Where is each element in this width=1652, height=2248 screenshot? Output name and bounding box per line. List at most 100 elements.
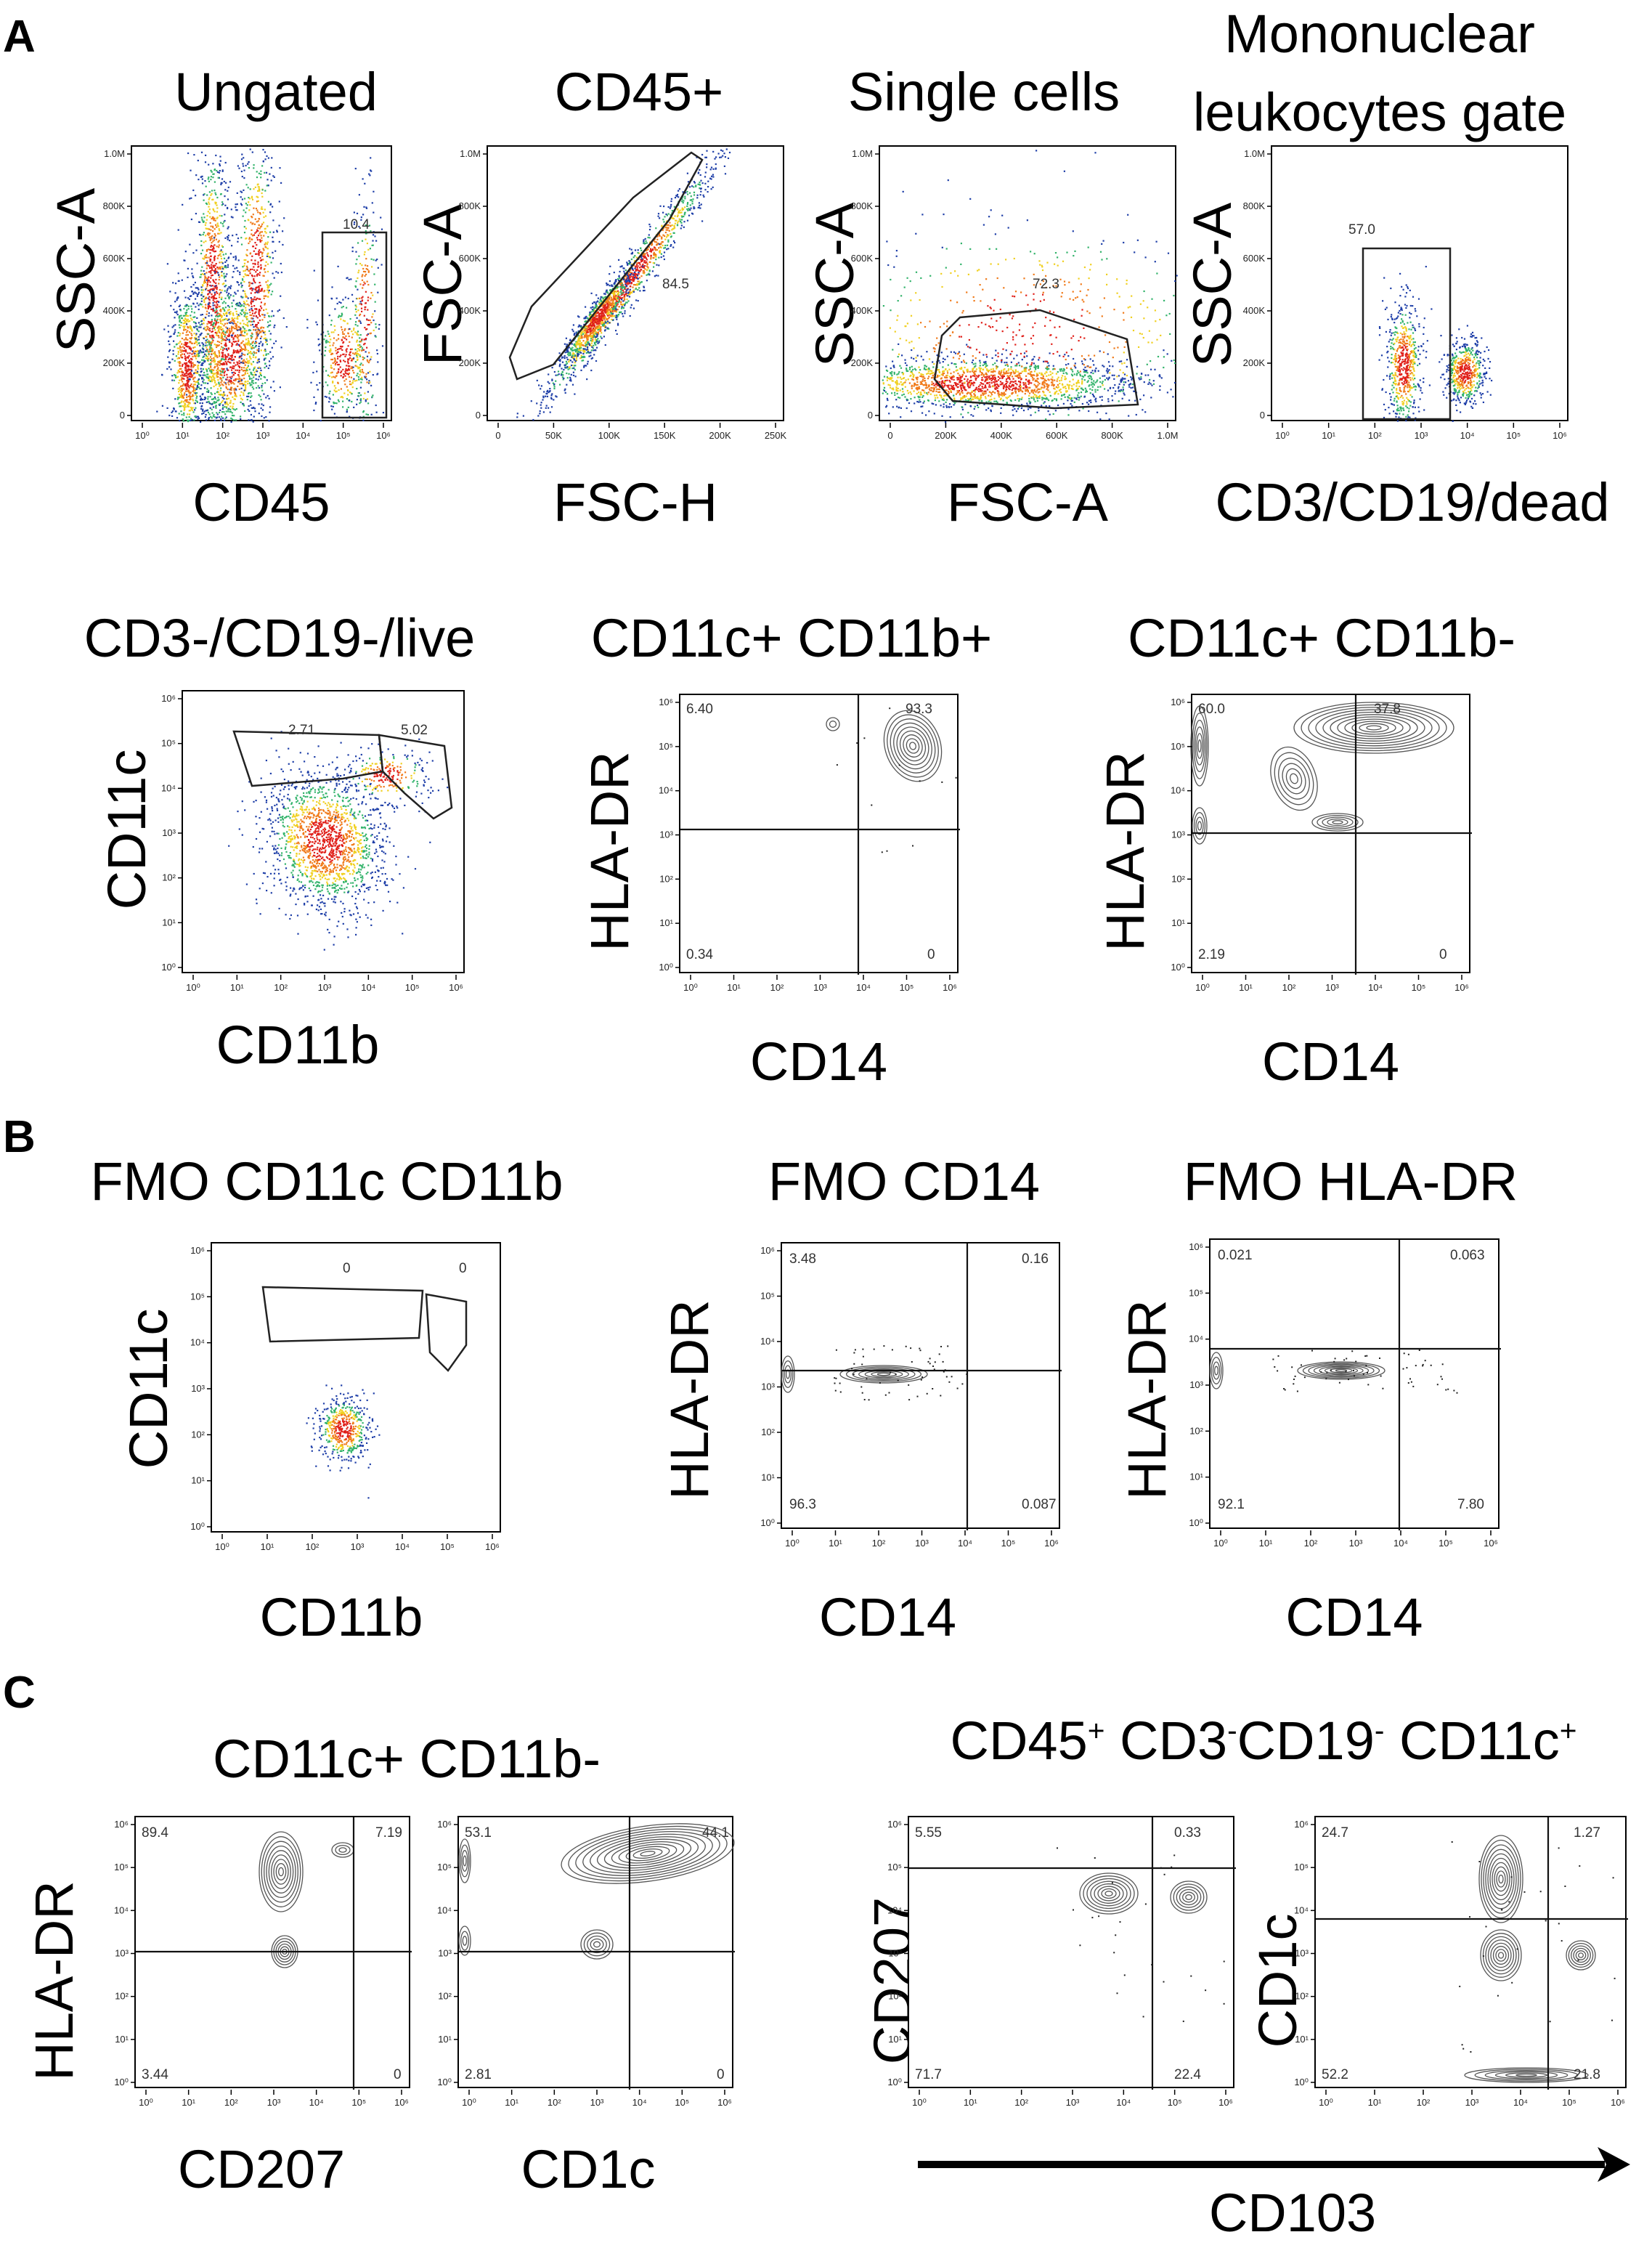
event-dot xyxy=(251,315,253,317)
event-dot xyxy=(244,219,246,222)
event-dot xyxy=(547,381,549,383)
event-dot xyxy=(367,299,369,301)
event-dot xyxy=(227,257,229,259)
event-dot xyxy=(176,372,179,374)
event-dot xyxy=(606,317,608,320)
event-dot xyxy=(258,358,260,360)
event-dot xyxy=(212,217,214,219)
event-dot xyxy=(367,413,369,416)
plot-title-ungated: Ungated xyxy=(174,62,378,122)
event-dot xyxy=(235,257,237,259)
event-dot xyxy=(347,297,349,300)
event-dot xyxy=(196,370,199,373)
event-dot xyxy=(235,341,237,343)
event-dot xyxy=(219,331,221,334)
event-dot xyxy=(245,203,247,205)
event-dot xyxy=(585,365,587,367)
event-dot xyxy=(189,392,191,394)
event-dot xyxy=(644,260,646,262)
event-dot xyxy=(241,285,243,287)
event-dot xyxy=(224,275,227,277)
event-dot xyxy=(368,224,371,227)
event-dot xyxy=(193,391,195,394)
event-dot xyxy=(190,197,192,199)
event-dot xyxy=(244,273,246,275)
event-dot xyxy=(255,315,257,317)
event-dot xyxy=(258,413,260,415)
event-dot xyxy=(211,218,213,220)
event-dot xyxy=(639,270,641,272)
event-dot xyxy=(241,331,243,333)
event-dot xyxy=(213,295,215,297)
y-axis-tick-label: 600K xyxy=(103,253,126,264)
event-dot xyxy=(548,391,550,394)
event-dot xyxy=(248,197,250,199)
event-dot xyxy=(213,257,216,259)
event-dot xyxy=(362,284,365,286)
event-dot xyxy=(236,192,238,194)
event-dot xyxy=(205,419,208,421)
event-dot xyxy=(320,333,322,336)
event-dot xyxy=(357,394,359,397)
event-dot xyxy=(699,183,701,186)
event-dot xyxy=(238,167,240,169)
event-dot xyxy=(223,368,225,370)
event-dot xyxy=(245,369,248,371)
event-dot xyxy=(261,189,264,191)
event-dot xyxy=(253,188,255,190)
event-dot xyxy=(218,240,220,242)
event-dot xyxy=(243,330,245,332)
event-dot xyxy=(206,215,208,217)
event-dot xyxy=(206,349,208,351)
event-dot xyxy=(201,219,203,221)
event-dot xyxy=(190,349,192,351)
event-dot xyxy=(191,358,193,360)
event-dot xyxy=(190,295,192,297)
event-dot xyxy=(681,198,683,200)
event-dot xyxy=(252,380,254,382)
event-dot xyxy=(227,227,229,230)
event-dot xyxy=(203,299,206,301)
event-dot xyxy=(193,384,195,386)
event-dot xyxy=(186,323,188,325)
event-dot xyxy=(184,390,187,392)
event-dot xyxy=(251,300,253,302)
event-dot xyxy=(227,394,229,397)
event-dot xyxy=(594,315,596,317)
event-dot xyxy=(241,352,243,354)
event-dot xyxy=(218,306,220,308)
event-dot xyxy=(587,349,589,352)
event-dot xyxy=(229,320,232,323)
event-dot xyxy=(258,386,261,389)
event-dot xyxy=(566,377,569,379)
event-dot xyxy=(235,209,237,211)
event-dot xyxy=(640,269,642,271)
event-dot xyxy=(226,368,228,370)
event-dot xyxy=(190,328,192,330)
event-dot xyxy=(370,291,373,294)
event-dot xyxy=(249,344,251,346)
event-dot xyxy=(349,348,352,351)
event-dot xyxy=(246,362,248,364)
event-dot xyxy=(367,333,369,336)
event-dot xyxy=(229,341,231,343)
event-dot xyxy=(208,418,210,421)
event-dot xyxy=(220,222,222,224)
event-dot xyxy=(240,170,243,173)
event-dot xyxy=(342,406,344,408)
event-dot xyxy=(345,369,347,371)
event-dot xyxy=(566,357,568,359)
event-dot xyxy=(723,153,725,155)
event-dot xyxy=(338,315,341,317)
event-dot xyxy=(271,346,273,349)
event-dot xyxy=(621,312,624,315)
event-dot xyxy=(200,320,203,322)
event-dot xyxy=(219,160,221,162)
event-dot xyxy=(245,304,247,306)
event-dot xyxy=(247,362,249,365)
event-dot xyxy=(603,336,605,338)
event-dot xyxy=(231,325,233,328)
event-dot xyxy=(182,397,184,399)
event-dot xyxy=(251,151,253,153)
event-dot xyxy=(652,248,654,251)
